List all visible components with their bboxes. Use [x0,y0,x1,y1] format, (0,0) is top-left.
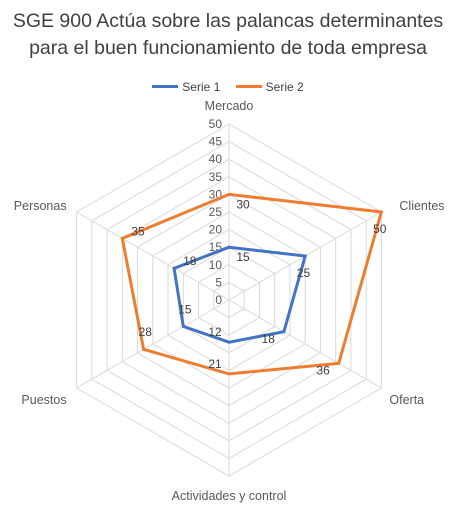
r-tick-label-45: 45 [209,135,223,149]
data-label-serie-1-2: 25 [297,266,311,280]
data-label-serie-1-4: 12 [208,325,222,339]
data-label-serie-2-6: 35 [131,224,145,238]
series-point-serie-2-3 [337,361,341,365]
series-point-serie-2-1 [227,192,231,196]
series-point-serie-1-4 [227,340,231,344]
r-tick-label-10: 10 [209,258,223,272]
data-label-serie-2-3: 36 [316,364,330,378]
data-label-serie-1-6: 18 [183,254,197,268]
series-point-serie-1-2 [303,254,307,258]
series-point-serie-1-5 [181,324,185,328]
series-point-serie-2-4 [227,372,231,376]
series-point-serie-2-6 [120,236,124,240]
series-point-serie-2-2 [379,210,383,214]
category-label-4: Actividades y control [172,489,287,503]
data-label-serie-2-5: 28 [139,325,153,339]
category-label-1: Mercado [205,99,254,113]
chart-legend: Serie 1 Serie 2 [0,77,456,94]
grid-spoke-5 [76,299,230,389]
grid-spoke-3 [228,299,382,389]
r-tick-label-0: 0 [215,293,222,307]
legend-label-serie-1: Serie 1 [182,79,221,94]
chart-title: SGE 900 Actúa sobre las palancas determi… [0,8,456,62]
legend-swatch-serie-1 [152,85,179,88]
category-label-5: Puestos [21,393,66,407]
grid-spoke-6 [76,211,230,301]
series-point-serie-1-1 [227,245,231,249]
legend-label-serie-2: Serie 2 [265,79,304,94]
legend-item-serie-2: Serie 2 [235,79,304,94]
series-point-serie-1-6 [172,266,176,270]
legend-swatch-serie-2 [235,85,262,88]
r-tick-label-50: 50 [209,117,223,131]
data-label-serie-1-5: 15 [178,302,192,316]
chart-title-line-2: para el buen funcionamiento de toda empr… [29,37,427,59]
chart-title-line-1: SGE 900 Actúa sobre las palancas determi… [12,10,444,32]
category-label-6: Personas [14,199,67,213]
data-label-serie-2-1: 30 [236,197,250,211]
data-label-serie-2-4: 21 [208,357,222,371]
r-tick-label-25: 25 [209,205,223,219]
data-label-serie-2-2: 50 [373,222,387,236]
series-line-serie-2 [120,192,384,376]
data-label-serie-1-3: 18 [262,332,276,346]
r-tick-label-20: 20 [209,223,223,237]
data-label-serie-1-1: 15 [236,250,250,264]
category-label-3: Oferta [389,393,424,407]
r-tick-label-40: 40 [209,152,223,166]
r-tick-label-5: 5 [215,275,222,289]
legend-item-serie-1: Serie 1 [152,80,220,94]
category-label-2: Clientes [399,199,444,213]
r-tick-label-35: 35 [209,170,223,184]
series-point-serie-1-3 [282,330,286,334]
series-point-serie-2-5 [142,347,146,351]
